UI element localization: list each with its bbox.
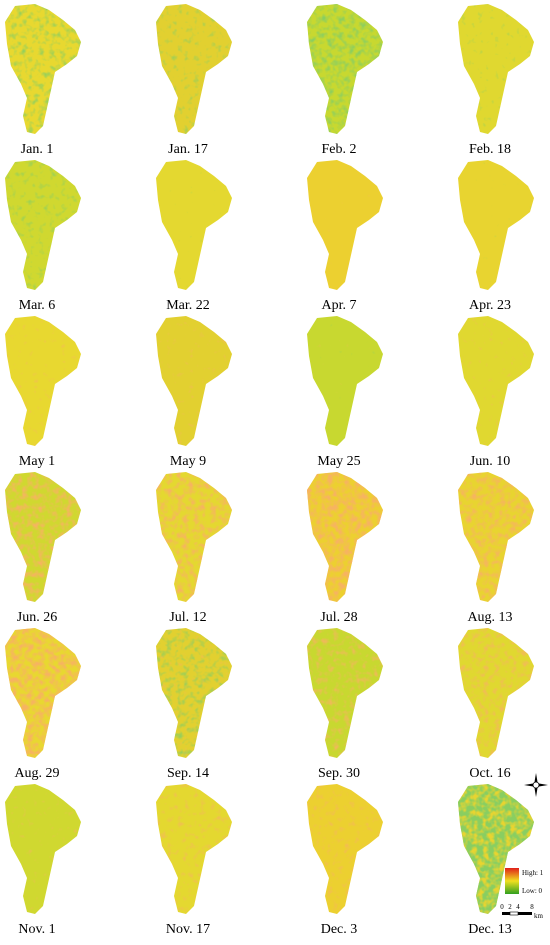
- panel-label: Nov. 1: [18, 922, 55, 937]
- map-texture: [458, 160, 534, 290]
- map-texture: [307, 4, 383, 134]
- legend-high: High: 1: [522, 869, 544, 877]
- map-panel: [458, 4, 534, 134]
- panel-label: Apr. 7: [322, 298, 357, 313]
- map-texture: [5, 4, 81, 134]
- map-panel: [156, 628, 232, 758]
- map-texture: [156, 784, 232, 914]
- map-panel: [458, 316, 534, 446]
- panel-label: Aug. 13: [467, 610, 512, 625]
- panel-label: Jan. 17: [168, 142, 208, 157]
- map-texture: [156, 628, 232, 758]
- panel-label: Feb. 18: [469, 142, 511, 157]
- map-panel: [156, 316, 232, 446]
- map-texture: [5, 160, 81, 290]
- panel-label: May 1: [19, 454, 55, 469]
- panel-label: May 9: [170, 454, 206, 469]
- map-panel: [156, 784, 232, 914]
- map-texture: [458, 628, 534, 758]
- map-panel: [5, 784, 81, 914]
- map-texture: [307, 784, 383, 914]
- map-panel: [307, 628, 383, 758]
- map-texture: [458, 472, 534, 602]
- map-panel: [5, 4, 81, 134]
- scale-tick: 2: [508, 903, 512, 911]
- map-texture: [5, 316, 81, 446]
- scale-unit: km: [534, 912, 544, 920]
- map-texture: [5, 784, 81, 914]
- panel-label: Jan. 1: [21, 142, 54, 157]
- scale-tick: 4: [516, 903, 520, 911]
- map-panel: [307, 784, 383, 914]
- panel-label: Oct. 16: [469, 766, 510, 781]
- scale-bar: 0 2 4 8 km: [500, 903, 543, 920]
- legend-bar: [505, 868, 519, 894]
- map-panel: [458, 628, 534, 758]
- map-panel: [156, 472, 232, 602]
- panel-label: Nov. 17: [166, 922, 210, 937]
- map-panel: [156, 4, 232, 134]
- legend: High: 1 Low: 0: [505, 868, 544, 895]
- panel-label: Mar. 6: [19, 298, 56, 313]
- panel-label: Dec. 3: [321, 922, 358, 937]
- panel-label: Mar. 22: [166, 298, 210, 313]
- map-panel: [458, 472, 534, 602]
- panel-label: Sep. 30: [318, 766, 360, 781]
- map-texture: [458, 4, 534, 134]
- map-texture: [156, 160, 232, 290]
- map-texture: [458, 316, 534, 446]
- map-texture: [307, 472, 383, 602]
- north-arrow: [524, 773, 548, 797]
- map-texture: [5, 472, 81, 602]
- map-panel: [307, 472, 383, 602]
- map-texture: [307, 628, 383, 758]
- map-panel: [307, 4, 383, 134]
- panel-label: Sep. 14: [167, 766, 209, 781]
- map-texture: [156, 4, 232, 134]
- legend-low: Low: 0: [522, 887, 543, 895]
- panel-label: Feb. 2: [322, 142, 357, 157]
- map-panel: [5, 316, 81, 446]
- map-panel: [5, 160, 81, 290]
- map-texture: [156, 472, 232, 602]
- scale-tick: 8: [530, 903, 534, 911]
- map-panel: [5, 628, 81, 758]
- map-texture: [156, 316, 232, 446]
- map-panel: [307, 160, 383, 290]
- map-texture: [5, 628, 81, 758]
- map-texture: [307, 316, 383, 446]
- map-panel: [458, 784, 534, 914]
- map-panel: [458, 160, 534, 290]
- scale-tick: 0: [500, 903, 504, 911]
- map-panel: [156, 160, 232, 290]
- panel-label: Jun. 10: [470, 454, 510, 469]
- panel-label: May 25: [317, 454, 360, 469]
- panel-label: Aug. 29: [14, 766, 59, 781]
- map-panel: [307, 316, 383, 446]
- map-texture: [458, 784, 534, 914]
- map-panel: [5, 472, 81, 602]
- panel-label: Jun. 26: [17, 610, 57, 625]
- panel-label: Jul. 28: [320, 610, 357, 625]
- panel-label: Dec. 13: [468, 922, 512, 937]
- panel-label: Apr. 23: [469, 298, 511, 313]
- panel-label: Jul. 12: [169, 610, 206, 625]
- map-texture: [307, 160, 383, 290]
